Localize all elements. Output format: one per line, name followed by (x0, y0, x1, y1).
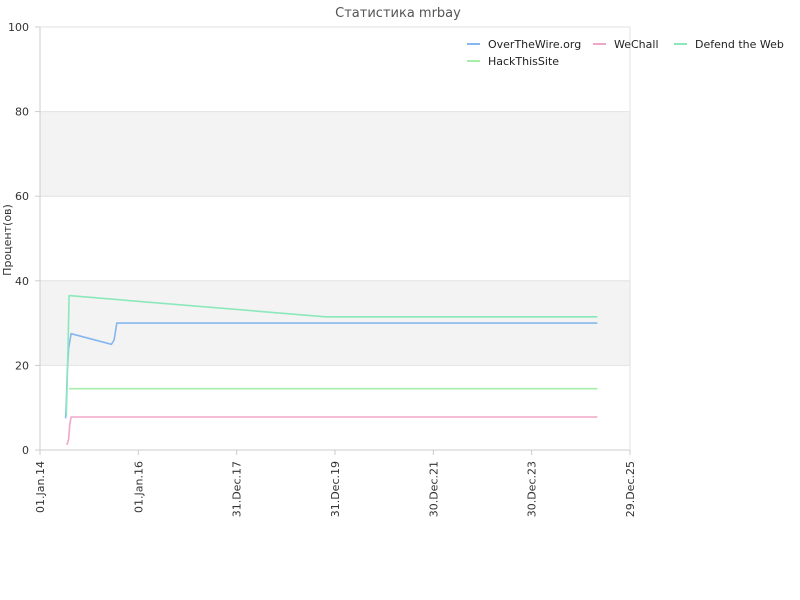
legend-label: WeChall (614, 38, 659, 51)
chart-title: Статистика mrbay (335, 6, 461, 21)
x-tick-label: 30.Dec.23 (526, 461, 539, 517)
x-tick-label: 01.Jan.16 (132, 461, 145, 513)
gridlines (40, 26, 630, 451)
legend-label: HackThisSite (488, 55, 559, 68)
y-tick-label: 20 (15, 359, 29, 372)
series-line-defend-the-web (65, 294, 598, 417)
legend-item: HackThisSite (467, 55, 559, 68)
background-bands (40, 111, 630, 366)
y-tick-label: 0 (22, 444, 29, 457)
x-tick-label: 30.Dec.21 (427, 461, 440, 517)
y-axis-label: Процент(ов) (1, 204, 14, 276)
legend-item: Defend the Web (674, 38, 784, 51)
legend-label: OverTheWire.org (488, 38, 581, 51)
series-lines (64, 294, 598, 446)
x-tick-label: 01.Jan.14 (34, 461, 47, 513)
x-tick-label: 31.Dec.17 (231, 461, 244, 517)
legend-label: Defend the Web (695, 38, 784, 51)
series-line-wechall (66, 416, 598, 446)
y-tick-label: 40 (15, 275, 29, 288)
y-tick-label: 80 (15, 106, 29, 119)
x-tick-label: 29.Dec.25 (624, 461, 637, 517)
y-axis-ticks: 0 20 40 60 80 100 (8, 21, 40, 457)
legend: OverTheWire.org WeChall Defend the Web Hack… (467, 38, 784, 68)
legend-item: WeChall (593, 38, 659, 51)
y-tick-label: 100 (8, 21, 29, 34)
x-axis-ticks: 01.Jan.14 01.Jan.16 31.Dec.17 31.Dec.19 30.D… (34, 450, 637, 517)
background-band (40, 111, 630, 197)
axes (39, 27, 631, 451)
legend-item: OverTheWire.org (467, 38, 581, 51)
x-tick-label: 31.Dec.19 (329, 461, 342, 517)
y-tick-label: 60 (15, 190, 29, 203)
